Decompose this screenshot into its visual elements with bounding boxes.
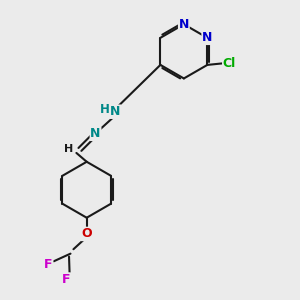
Text: N: N xyxy=(90,127,101,140)
Text: H: H xyxy=(64,144,73,154)
Text: N: N xyxy=(202,31,212,44)
Text: N: N xyxy=(179,18,189,31)
Text: N: N xyxy=(110,105,121,118)
Text: O: O xyxy=(81,227,92,240)
Text: H: H xyxy=(100,103,110,116)
Text: F: F xyxy=(44,258,53,271)
Text: F: F xyxy=(62,273,70,286)
Text: Cl: Cl xyxy=(223,57,236,70)
